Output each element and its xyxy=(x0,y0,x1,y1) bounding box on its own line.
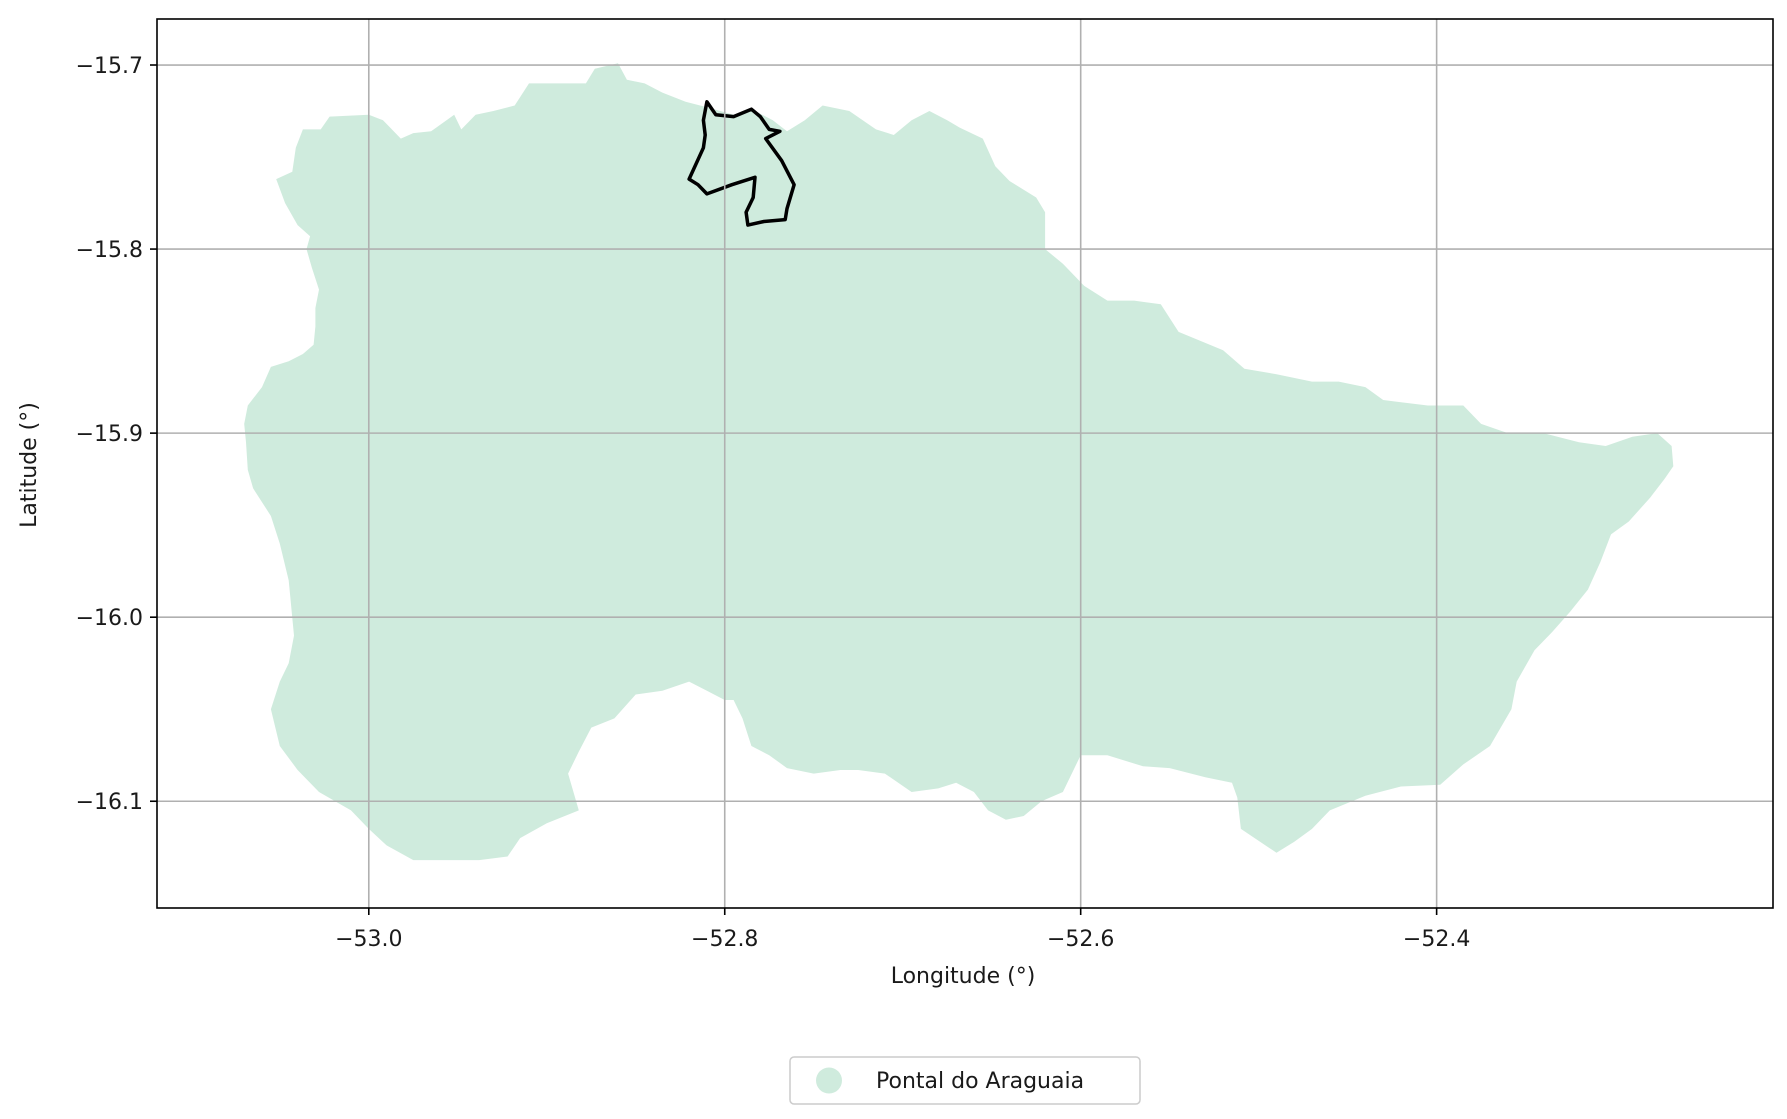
region-polygon xyxy=(244,63,1674,861)
y-axis-label: Latitude (°) xyxy=(17,402,42,528)
x-tick-label: −52.4 xyxy=(1403,927,1470,952)
axes-frame xyxy=(156,18,1774,909)
y-tick-label: −15.9 xyxy=(76,422,143,447)
y-tick-label: −16.0 xyxy=(76,606,143,631)
region-outline xyxy=(687,100,796,227)
legend-label: Pontal do Araguaia xyxy=(876,1069,1084,1094)
x-tick-label: −52.8 xyxy=(691,927,758,952)
x-tick-label: −52.6 xyxy=(1047,927,1114,952)
x-axis-label: Longitude (°) xyxy=(891,964,1036,989)
legend: Pontal do Araguaia xyxy=(789,1056,1141,1105)
legend-marker-circle xyxy=(816,1067,842,1094)
legend-frame xyxy=(789,1056,1141,1105)
y-tick-label: −15.8 xyxy=(76,238,143,263)
y-tick-label: −16.1 xyxy=(76,790,143,815)
y-tick-label: −15.7 xyxy=(76,54,143,79)
x-tick-label: −53.0 xyxy=(335,927,402,952)
